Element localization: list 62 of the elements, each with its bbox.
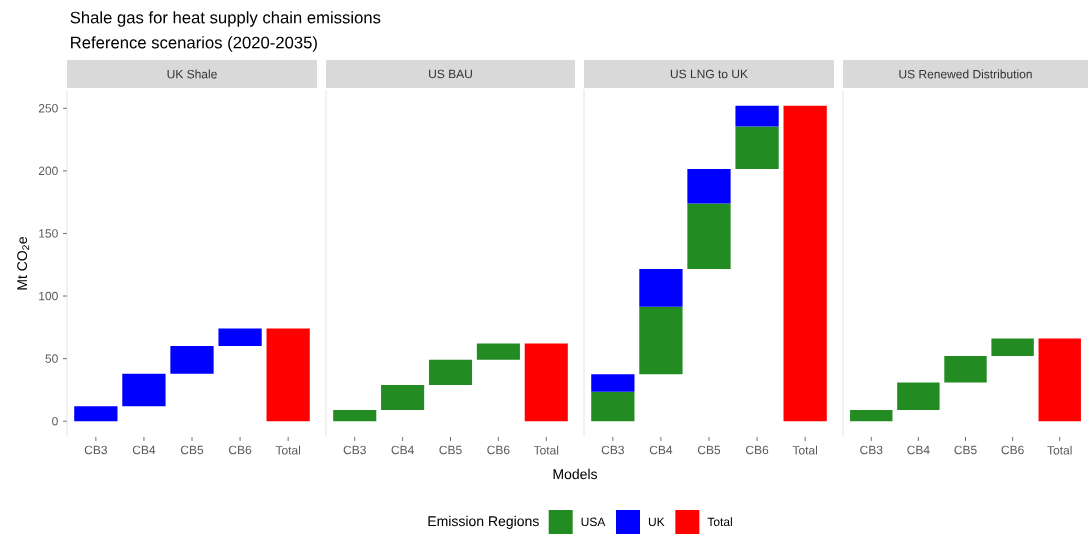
x-tick-label: Total <box>1047 445 1072 455</box>
text: Shale gas for heat supply chain emissions <box>70 11 381 27</box>
bar <box>591 391 635 421</box>
bar <box>524 343 568 421</box>
bar <box>735 105 779 127</box>
bar <box>991 338 1034 356</box>
y-tick-label: 200 <box>38 166 58 175</box>
bar <box>591 374 635 392</box>
chart-title: US BAU <box>429 69 472 79</box>
y-axis-title: Mt CO$_{2}$e <box>17 236 30 290</box>
text: Reference scenarios (2020-2035) <box>71 36 317 52</box>
bar <box>428 359 473 385</box>
bar <box>735 126 779 169</box>
x-tick-label: CB6 <box>1001 445 1024 454</box>
bar <box>897 382 940 410</box>
x-tick-label: CB3 <box>860 445 883 454</box>
x-tick-label: CB5 <box>439 445 462 454</box>
x-axis-title: Models <box>553 468 598 479</box>
x-tick-label: CB4 <box>132 445 156 454</box>
chart-title: US LNG to UK <box>670 69 748 79</box>
x-tick-label: CB6 <box>487 445 510 454</box>
bar <box>74 405 118 421</box>
y-tick-label: 50 <box>45 354 58 363</box>
x-tick-label: CB4 <box>649 445 673 454</box>
bar <box>944 355 987 383</box>
x-tick-label: CB4 <box>907 445 930 454</box>
chart-title: US Renewed Distribution <box>899 69 1032 79</box>
bar <box>687 168 731 204</box>
bar <box>381 384 425 410</box>
x-tick-label: CB5 <box>954 445 977 454</box>
legend-title: Emission Regions <box>428 515 539 529</box>
legend-label: UK <box>648 517 665 526</box>
bar <box>1038 338 1081 421</box>
chart-title: UK Shale <box>167 69 217 79</box>
x-tick-label: CB4 <box>391 445 414 454</box>
x-tick-label: CB3 <box>343 445 366 454</box>
bar <box>218 328 262 346</box>
x-tick-label: CB5 <box>180 445 204 454</box>
bar <box>476 343 520 360</box>
y-tick-label: 0 <box>52 416 58 426</box>
bar <box>639 268 683 307</box>
legend-label: USA <box>581 517 606 526</box>
x-tick-label: Total <box>792 445 818 455</box>
x-tick-label: CB3 <box>84 445 107 454</box>
x-tick-label: CB3 <box>601 445 624 454</box>
bar <box>122 373 166 406</box>
bar <box>687 203 731 269</box>
bar <box>266 328 310 421</box>
legend-label: Total <box>707 517 732 526</box>
bar <box>639 306 683 375</box>
y-tick-label: 150 <box>39 228 58 238</box>
bar <box>783 105 827 421</box>
y-tick-label: 100 <box>39 291 58 301</box>
x-tick-label: CB5 <box>697 445 721 454</box>
bar <box>170 345 214 374</box>
bar <box>333 409 377 421</box>
x-tick-label: Total <box>533 445 559 455</box>
x-tick-label: CB6 <box>746 445 769 454</box>
bar <box>850 409 893 421</box>
y-tick-label: 250 <box>38 103 58 113</box>
x-tick-label: Total <box>275 445 301 455</box>
x-tick-label: CB6 <box>229 445 252 454</box>
